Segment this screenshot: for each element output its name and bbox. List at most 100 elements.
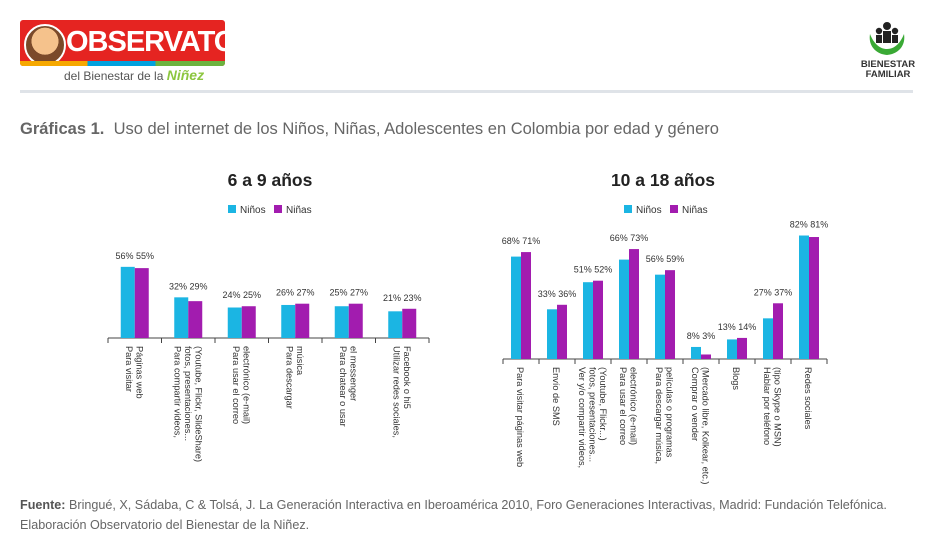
category-line: Redes sociales [803,367,813,430]
logo-stripe [20,61,225,66]
category-line: Blogs [731,367,741,390]
source-text: Bringué, X, Sádaba, C & Tolsá, J. La Gen… [20,498,887,532]
data-label: 66% 73% [610,233,649,243]
category-text: Comprar o vender(Mercado libre, Kolkear,… [690,367,711,484]
category-line: Para usar el correo [618,367,628,445]
bar-ninas [737,337,747,359]
bar-ninos [655,274,665,359]
bar-ninos [227,307,242,338]
category-label: Para compartir videos,fotos, presentacio… [172,346,203,462]
bar-ninos [691,346,701,359]
bar-ninas [593,280,603,359]
category-label: Blogs [731,367,741,390]
category-line: (Youtube, Flickr, SlideShare) [193,346,203,462]
category-line: fotos, presentaciones... [588,367,598,462]
bar-ninos [120,266,135,338]
category-label: Envío de SMS [551,367,561,426]
category-line: Para chatear o usar [338,346,348,427]
legend: Niños Niñas [624,205,708,216]
category-line: Para usar el correo [231,346,241,424]
category-text: Envío de SMS [551,367,561,426]
legend-label-0: Niños [240,205,266,216]
category-line: fotos, presentaciones... [183,346,193,441]
data-label: 27% 37% [754,287,793,297]
observatorio-logo: OBSERVATORIO del Bienestar de la Niñez [20,20,225,83]
logo-banner: OBSERVATORIO [20,20,225,66]
data-label: 56% 55% [115,251,154,261]
category-line: películas o programas [665,367,675,458]
chart-10-18-anos: Niños Niñas 68% 71% Para visitar páginas we… [502,205,828,484]
legend: Niños Niñas [228,205,312,216]
bar-ninos [334,306,349,338]
legend-label-0: Niños [636,205,662,216]
category-text: Para compartir videos,fotos, presentacio… [172,346,203,462]
bar-ninas [402,308,417,338]
category-label: Ver y/o compartir videos,fotos, presenta… [577,367,608,468]
bar-ninas [295,303,310,338]
bar-ninos [547,309,557,359]
bar-ninos [174,297,189,338]
bar-ninas [773,303,783,359]
data-label: 56% 59% [646,254,685,264]
source-label: Fuente: [20,498,66,512]
bar-ninos [388,311,403,338]
data-label: 51% 52% [574,265,613,275]
bar-ninos [583,282,593,359]
category-text: Para descargarmúsica [284,346,305,409]
category-line: Comprar o vender [690,367,700,441]
bar-ninos [511,256,521,359]
bar-ninos [281,304,296,338]
figure-caption: Gráficas 1. Uso del internet de los Niño… [20,120,719,139]
category-line: Hablar por teléfono [762,367,772,445]
category-label: Redes sociales [803,367,813,430]
category-line: (tipo Skype o MSN) [773,367,783,447]
category-text: Redes sociales [803,367,813,430]
data-label: 13% 14% [718,322,757,332]
chart-6-9-anos: Niños Niñas 56% 55% Para visitarPáginas web… [107,205,430,462]
category-text: Para usar el correoelectrónico (e-mail) [231,346,252,424]
category-line: el messenger [348,346,358,401]
legend-swatch-0 [624,205,632,213]
logo-subtitle: del Bienestar de la Niñez [64,67,204,83]
category-label: Para chatear o usarel messenger [338,346,359,427]
category-label: Para descargar música,películas o progra… [654,367,675,464]
logo-sub-prefix: del Bienestar de la [64,69,167,83]
bar-ninas [521,252,531,359]
category-label: Para descargarmúsica [284,346,305,409]
caption-label: Gráficas 1. [20,120,105,138]
legend-swatch-0 [228,205,236,213]
category-text: Para visitarPáginas web [124,346,145,399]
category-text: Hablar por teléfono(tipo Skype o MSN) [762,367,783,447]
logo-title: OBSERVATORIO [66,26,225,58]
category-text: Para visitar páginas web [515,367,525,467]
bar-ninos [799,235,809,359]
header-divider [20,90,913,93]
category-label: Comprar o vender(Mercado libre, Kolkear,… [690,367,711,484]
category-text: Para chatear o usarel messenger [338,346,359,427]
category-line: Para visitar páginas web [515,367,525,467]
category-text: Para usar el correoelectrónico (e-mail) [618,367,639,445]
category-label: Para usar el correoelectrónico (e-mail) [231,346,252,424]
bar-ninas [348,303,363,338]
bar-ninas [665,270,675,359]
family-hands-icon [869,22,905,55]
category-line: música [295,346,305,376]
bf-line1: BIENESTAR [860,59,916,70]
chart-title-6-9: 6 a 9 años [227,170,313,190]
bienestar-familiar-logo: BIENESTAR FAMILIAR [848,20,928,95]
children-photo-icon [24,24,66,66]
category-line: Facebook o hi5 [402,346,412,409]
bar-ninas [241,306,256,338]
category-line: (Youtube, Flickr...) [598,367,608,441]
bienestar-familiar-text: BIENESTAR FAMILIAR [848,60,928,80]
legend-swatch-1 [274,205,282,213]
category-text: Utilizar redes sociales,Facebook o hi5 [391,346,412,438]
category-text: Ver y/o compartir videos,fotos, presenta… [577,367,608,468]
source-note: Fuente: Bringué, X, Sádaba, C & Tolsá, J… [20,495,915,535]
category-line: Para descargar música, [654,367,664,464]
category-line: Envío de SMS [551,367,561,426]
bf-line2: FAMILIAR [865,69,911,80]
category-line: electrónico (e-mail) [241,346,251,424]
data-label: 26% 27% [276,288,315,298]
legend-label-1: Niñas [286,205,312,216]
